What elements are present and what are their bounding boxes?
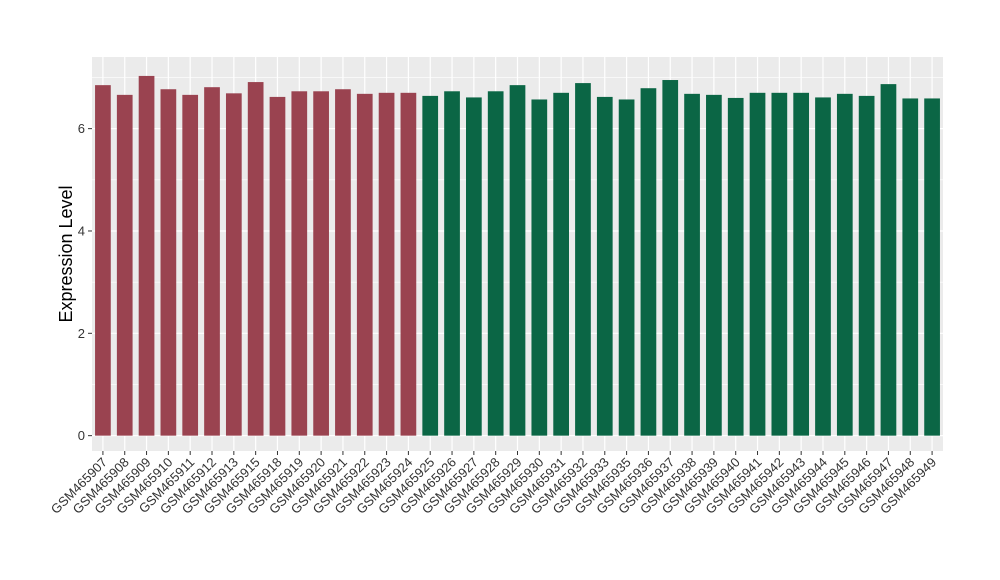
bars (95, 75, 940, 436)
bar-GSM465931 (553, 92, 569, 436)
y-axis: 0 2 4 6 (78, 121, 92, 443)
bar-GSM465930 (531, 99, 548, 436)
bar-GSM465927 (466, 97, 482, 436)
x-axis: GSM465907GSM465908GSM465909GSM465910GSM4… (48, 451, 939, 517)
bar-GSM465933 (596, 96, 613, 436)
bar-GSM465918 (269, 96, 286, 436)
bar-GSM465922 (356, 93, 373, 436)
bar-GSM465946 (858, 95, 875, 436)
bar-GSM465908 (116, 94, 133, 436)
bar-GSM465940 (727, 97, 744, 436)
bar-GSM465915 (247, 82, 264, 436)
y-tick-label: 6 (78, 121, 85, 136)
bar-GSM465926 (444, 91, 460, 436)
bar-GSM465928 (487, 91, 504, 436)
bar-GSM465944 (815, 97, 831, 436)
bar-GSM465947 (880, 84, 897, 436)
bar-GSM465925 (422, 95, 439, 436)
bar-GSM465913 (225, 93, 242, 436)
bar-GSM465938 (684, 93, 700, 436)
bar-GSM465939 (706, 94, 722, 436)
bar-GSM465932 (575, 83, 591, 436)
bar-GSM465942 (771, 92, 788, 436)
bar-GSM465910 (160, 89, 177, 436)
bar-GSM465921 (335, 89, 351, 436)
y-tick-label: 0 (78, 428, 85, 443)
bar-GSM465936 (640, 88, 657, 436)
bar-GSM465943 (793, 92, 810, 436)
bar-GSM465941 (749, 92, 766, 436)
bar-GSM465912 (204, 87, 220, 436)
y-tick-label: 4 (78, 223, 85, 238)
bar-GSM465935 (618, 99, 635, 436)
y-axis-title: Expression Level (56, 185, 76, 322)
bar-GSM465945 (836, 93, 853, 436)
bar-GSM465949 (924, 98, 940, 436)
bar-GSM465920 (313, 91, 329, 436)
bar-GSM465909 (138, 75, 155, 436)
y-tick-label: 2 (78, 326, 85, 341)
bar-GSM465911 (182, 94, 199, 436)
bar-GSM465923 (378, 92, 395, 436)
bar-GSM465929 (509, 85, 526, 436)
bar-GSM465907 (95, 85, 111, 436)
bar-GSM465919 (291, 91, 308, 436)
bar-GSM465924 (400, 92, 417, 436)
bar-GSM465948 (902, 98, 919, 436)
bar-GSM465937 (662, 80, 679, 436)
